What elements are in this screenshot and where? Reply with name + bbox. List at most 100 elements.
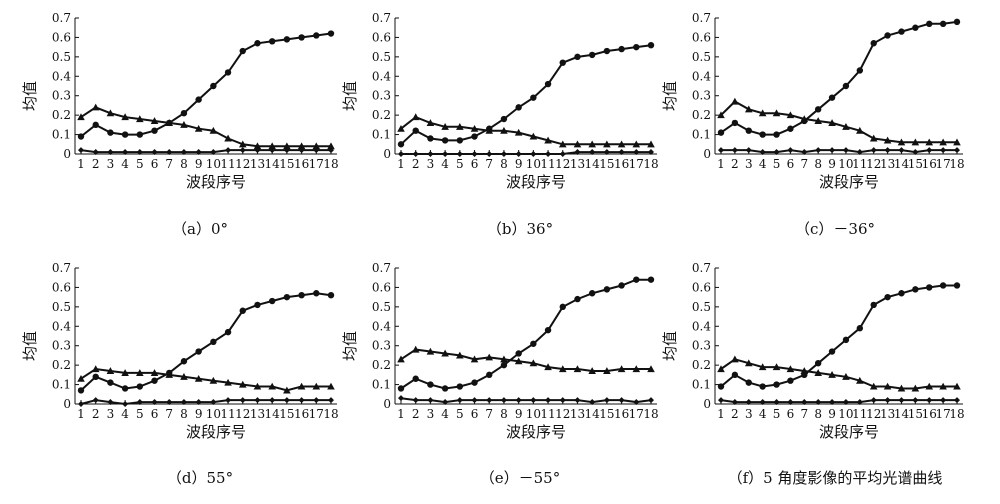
- data-point: [589, 399, 596, 406]
- series-line-diamond: [80, 399, 331, 406]
- data-point: [898, 290, 905, 297]
- data-point: [898, 147, 905, 154]
- data-point: [427, 381, 434, 388]
- y-tick-label: 0.6: [692, 280, 711, 294]
- series-line-triangle: [720, 358, 957, 390]
- x-tick-label: 6: [787, 407, 795, 421]
- data-point: [911, 384, 920, 392]
- data-point: [647, 365, 655, 373]
- data-point: [195, 96, 202, 103]
- data-point: [456, 397, 463, 404]
- data-point: [926, 397, 933, 404]
- data-point: [815, 147, 822, 154]
- data-point: [731, 355, 739, 363]
- data-point: [544, 326, 552, 334]
- data-point: [744, 105, 753, 113]
- x-tick-label: 9: [195, 157, 203, 171]
- data-point: [758, 109, 767, 117]
- data-point: [254, 147, 261, 154]
- x-tick-label: 1: [397, 407, 405, 421]
- data-point: [195, 348, 202, 355]
- panel-caption: （d）55°: [167, 469, 233, 487]
- x-tick-label: 5: [773, 407, 781, 421]
- data-point: [283, 386, 291, 394]
- data-point: [313, 147, 320, 154]
- x-tick-label: 11: [852, 157, 867, 171]
- data-point: [912, 149, 919, 156]
- x-tick-label: 3: [427, 157, 435, 171]
- data-point: [254, 397, 261, 404]
- data-point: [717, 383, 725, 390]
- series-line-triangle: [400, 115, 651, 146]
- data-point: [411, 113, 420, 121]
- data-point: [618, 45, 625, 53]
- x-tick-label: 2: [731, 407, 739, 421]
- series-diamond: [718, 147, 960, 156]
- data-point: [829, 399, 836, 406]
- x-axis-title: 波段序号: [819, 423, 879, 441]
- data-point: [954, 147, 960, 154]
- series-line-circle: [80, 32, 332, 138]
- y-tick-label: 0: [703, 397, 711, 411]
- x-tick-label: 8: [180, 157, 188, 171]
- x-tick-label: 11: [852, 407, 867, 421]
- data-point: [180, 110, 188, 117]
- data-point: [731, 97, 739, 105]
- data-point: [426, 347, 435, 355]
- data-point: [814, 117, 822, 125]
- y-tick-label: 0.7: [692, 261, 711, 275]
- data-point: [166, 149, 173, 156]
- series-line-circle: [400, 44, 652, 146]
- data-point: [954, 397, 960, 404]
- data-point: [912, 286, 919, 293]
- y-tick-label: 0.4: [692, 69, 711, 83]
- y-tick-label: 0: [703, 147, 711, 161]
- data-point: [648, 397, 654, 404]
- x-tick-label: 12: [555, 157, 570, 171]
- data-point: [856, 67, 864, 74]
- data-point: [77, 374, 85, 382]
- data-point: [121, 369, 129, 376]
- data-point: [397, 124, 405, 132]
- data-point: [107, 379, 114, 386]
- series-diamond: [398, 149, 654, 157]
- data-point: [559, 397, 566, 404]
- data-point: [268, 142, 276, 150]
- data-point: [717, 365, 725, 373]
- x-tick-label: 17: [629, 157, 644, 171]
- series-triangle: [397, 113, 655, 148]
- data-point: [647, 140, 655, 148]
- data-point: [953, 382, 961, 390]
- data-point: [77, 133, 85, 140]
- series-line-circle: [720, 284, 957, 388]
- data-point: [530, 94, 537, 101]
- data-point: [471, 151, 478, 157]
- y-axis-title: 均值: [341, 81, 359, 111]
- x-tick-label: 10: [206, 157, 221, 171]
- data-point: [603, 286, 611, 293]
- data-point: [239, 397, 246, 404]
- data-point: [912, 397, 919, 404]
- y-tick-label: 0.4: [692, 319, 711, 333]
- data-point: [151, 149, 158, 156]
- data-point: [603, 140, 611, 148]
- data-point: [269, 397, 276, 404]
- data-point: [530, 151, 537, 157]
- series-triangle: [717, 355, 961, 392]
- data-point: [814, 360, 822, 367]
- data-point: [558, 140, 567, 148]
- data-point: [107, 129, 114, 136]
- data-point: [842, 123, 850, 130]
- series-circle: [717, 282, 961, 390]
- data-point: [588, 290, 596, 297]
- x-tick-label: 14: [265, 407, 281, 421]
- x-tick-label: 9: [515, 157, 523, 171]
- x-tick-label: 18: [643, 407, 658, 421]
- x-tick-label: 6: [787, 157, 795, 171]
- data-point: [106, 367, 115, 375]
- data-point: [939, 138, 947, 146]
- x-tick-label: 6: [151, 407, 159, 421]
- data-point: [210, 399, 217, 406]
- data-point: [758, 363, 767, 371]
